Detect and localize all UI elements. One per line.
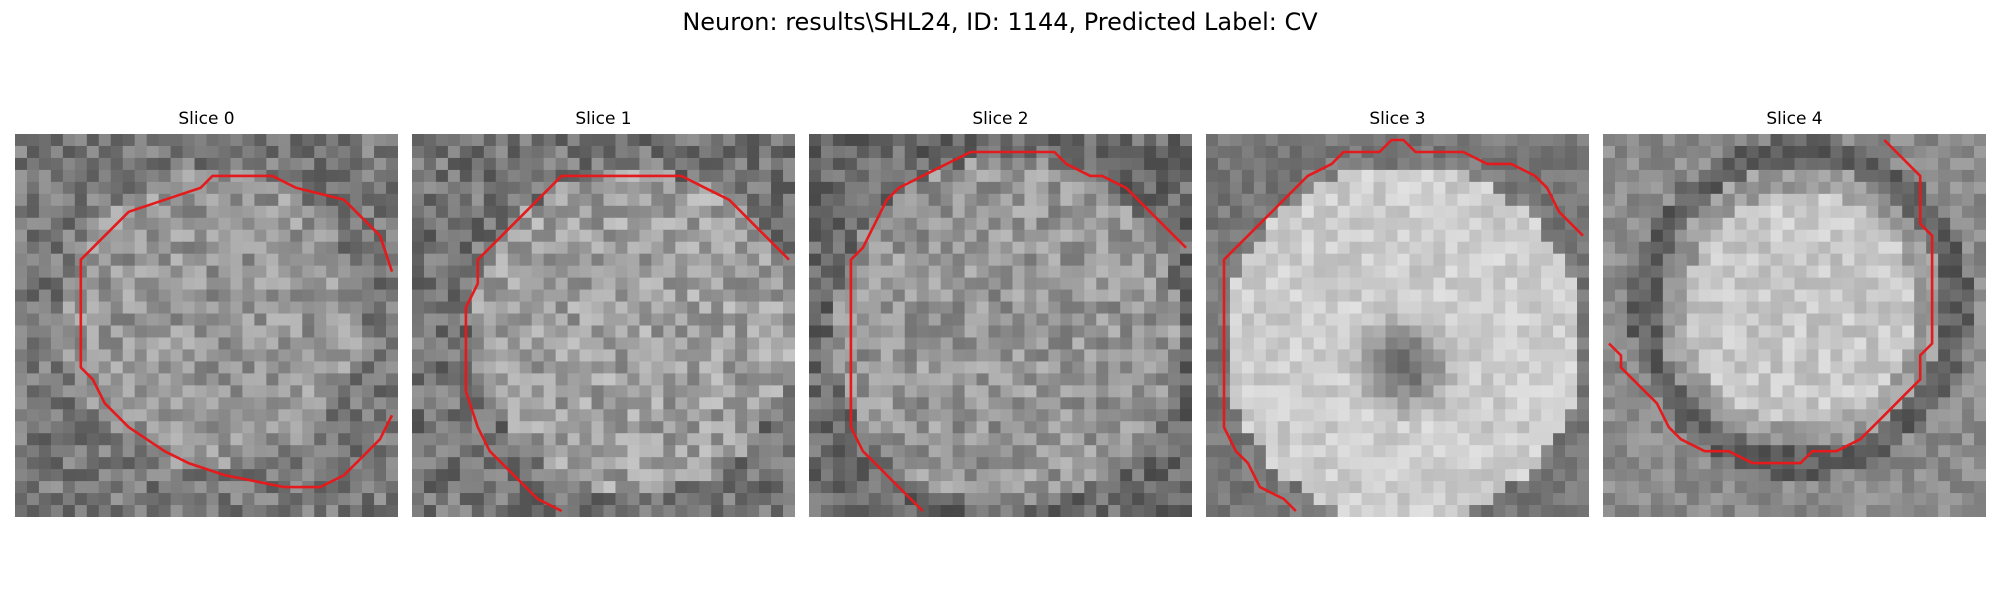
slice-title: Slice 4 — [1766, 109, 1823, 129]
segmentation-contour — [1608, 139, 1934, 465]
slice-image — [15, 134, 398, 517]
slice-image — [412, 134, 795, 517]
slice-image — [1206, 134, 1589, 517]
microscopy-patch — [809, 134, 1192, 517]
slice-image — [1603, 134, 1986, 517]
slice-panel-3: Slice 3 — [1206, 0, 1589, 600]
segmentation-contour — [1222, 138, 1584, 512]
segmentation-contour — [79, 174, 394, 489]
figure-title: Neuron: results\SHL24, ID: 1144, Predict… — [682, 8, 1318, 36]
slice-panel-1: Slice 1 — [412, 0, 795, 600]
slice-panel-2: Slice 2 — [809, 0, 1192, 600]
slice-image — [809, 134, 1192, 517]
microscopy-patch — [1603, 134, 1986, 517]
microscopy-patch — [1206, 134, 1589, 517]
slice-panel-4: Slice 4 — [1603, 0, 1986, 600]
slice-title: Slice 2 — [972, 109, 1029, 129]
segmentation-contour — [849, 150, 1187, 512]
microscopy-patch — [412, 134, 795, 517]
slice-title: Slice 1 — [575, 109, 632, 129]
slice-title: Slice 0 — [178, 109, 235, 129]
microscopy-patch — [15, 134, 398, 517]
slice-panel-0: Slice 0 — [15, 0, 398, 600]
slice-title: Slice 3 — [1369, 109, 1426, 129]
segmentation-contour — [464, 174, 790, 513]
